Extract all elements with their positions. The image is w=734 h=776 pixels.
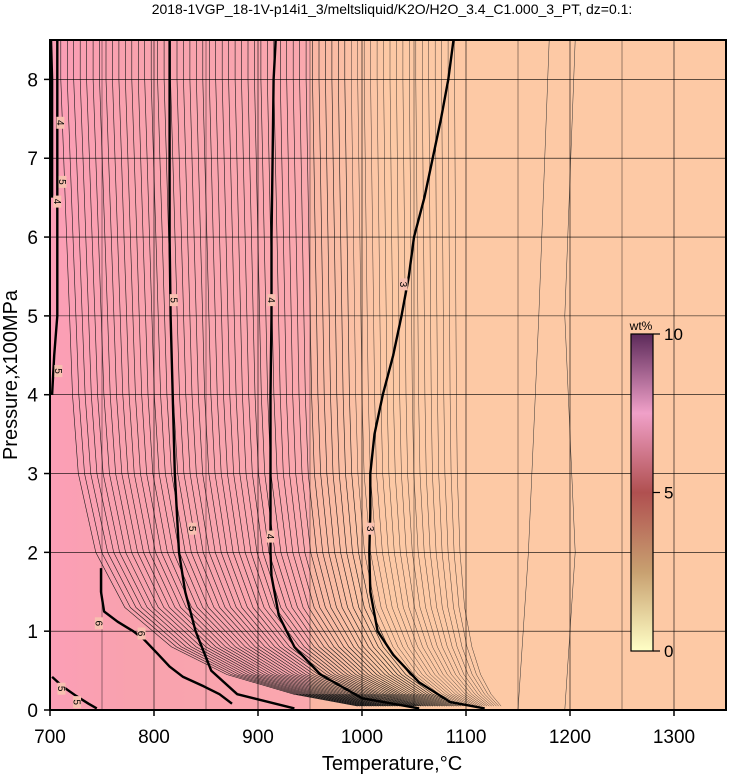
contour-label: 4 (51, 199, 62, 205)
y-tick-label: 2 (27, 543, 38, 564)
y-tick-label: 4 (27, 386, 38, 407)
colorbar: wt% 0 5 10 (629, 319, 683, 661)
contour-label-bg (188, 522, 197, 535)
colorbar-ticks: 0 5 10 (653, 325, 683, 661)
contour-5 (50, 40, 59, 395)
y-tick-label: 5 (27, 307, 38, 328)
x-tick-label: 1300 (653, 727, 695, 748)
contour-label-bg (58, 175, 67, 188)
plot-frame (49, 39, 727, 711)
contour-labels: 3 3 4 4 5 5 5 5 4 4 6 6 5 5 (51, 116, 408, 709)
y-tick-label: 6 (27, 228, 38, 249)
x-tick-label: 1200 (549, 727, 591, 748)
contour-6 (99, 568, 233, 705)
labeled-contours (50, 40, 485, 710)
contour-label: 6 (135, 631, 146, 637)
chart-title: 2018-1VGP_18-1V-p14i1_3/meltsliquid/K2O/… (152, 1, 633, 17)
x-tick-label: 700 (34, 727, 66, 748)
y-tick-label: 3 (27, 465, 38, 486)
contour-label-bg (57, 682, 66, 695)
contour-label-bg (56, 116, 65, 129)
contour-label: 5 (71, 699, 82, 705)
contour-label: 5 (56, 179, 67, 185)
contour-4 (269, 40, 420, 710)
colorbar-gradient (630, 333, 654, 652)
y-tick-label: 1 (27, 622, 38, 643)
contour-label-bg (94, 617, 103, 630)
contour-label: 4 (265, 297, 276, 303)
contour-4 (50, 40, 54, 198)
y-axis-ticks: 0 1 2 3 4 5 6 7 8 (27, 70, 50, 722)
contour-label-bg (73, 696, 82, 709)
contour-label: 5 (186, 526, 197, 532)
x-axis-ticks: 700 800 900 1000 1100 1200 1300 (34, 710, 695, 748)
colorbar-tick-label: 10 (664, 325, 683, 344)
contour-label-bg (169, 294, 178, 307)
contour-label: 5 (52, 368, 63, 374)
colorbar-unit: wt% (629, 319, 653, 333)
contour-label-bg (53, 195, 62, 208)
contour-label: 5 (55, 686, 66, 692)
y-tick-label: 0 (27, 701, 38, 722)
x-axis-label: Temperature,°C (322, 753, 462, 775)
contour-label-bg (54, 365, 63, 378)
contour-label: 6 (92, 621, 103, 627)
contour-label: 3 (364, 526, 375, 532)
contour-label-bg (366, 522, 375, 535)
contour-label: 5 (167, 297, 178, 303)
colorbar-tick-label: 5 (664, 484, 673, 503)
contour-label-bg (137, 627, 146, 640)
contour-label-bg (399, 278, 408, 291)
y-axis-label: Pressure,x100MPa (0, 289, 22, 460)
contour-label-bg (267, 294, 276, 307)
colorbar-tick-label: 0 (664, 642, 673, 661)
y-tick-label: 7 (27, 149, 38, 170)
x-tick-label: 1100 (446, 727, 487, 748)
x-tick-label: 800 (138, 727, 170, 748)
contour-label: 4 (264, 534, 275, 540)
y-tick-label: 8 (27, 70, 38, 91)
x-tick-label: 1000 (341, 727, 383, 748)
x-tick-label: 900 (242, 727, 274, 748)
contour-label-bg (266, 530, 275, 543)
contour-label: 4 (54, 120, 65, 126)
contour-label: 3 (397, 282, 408, 288)
contour-5 (168, 40, 295, 710)
contour-3 (368, 40, 485, 710)
